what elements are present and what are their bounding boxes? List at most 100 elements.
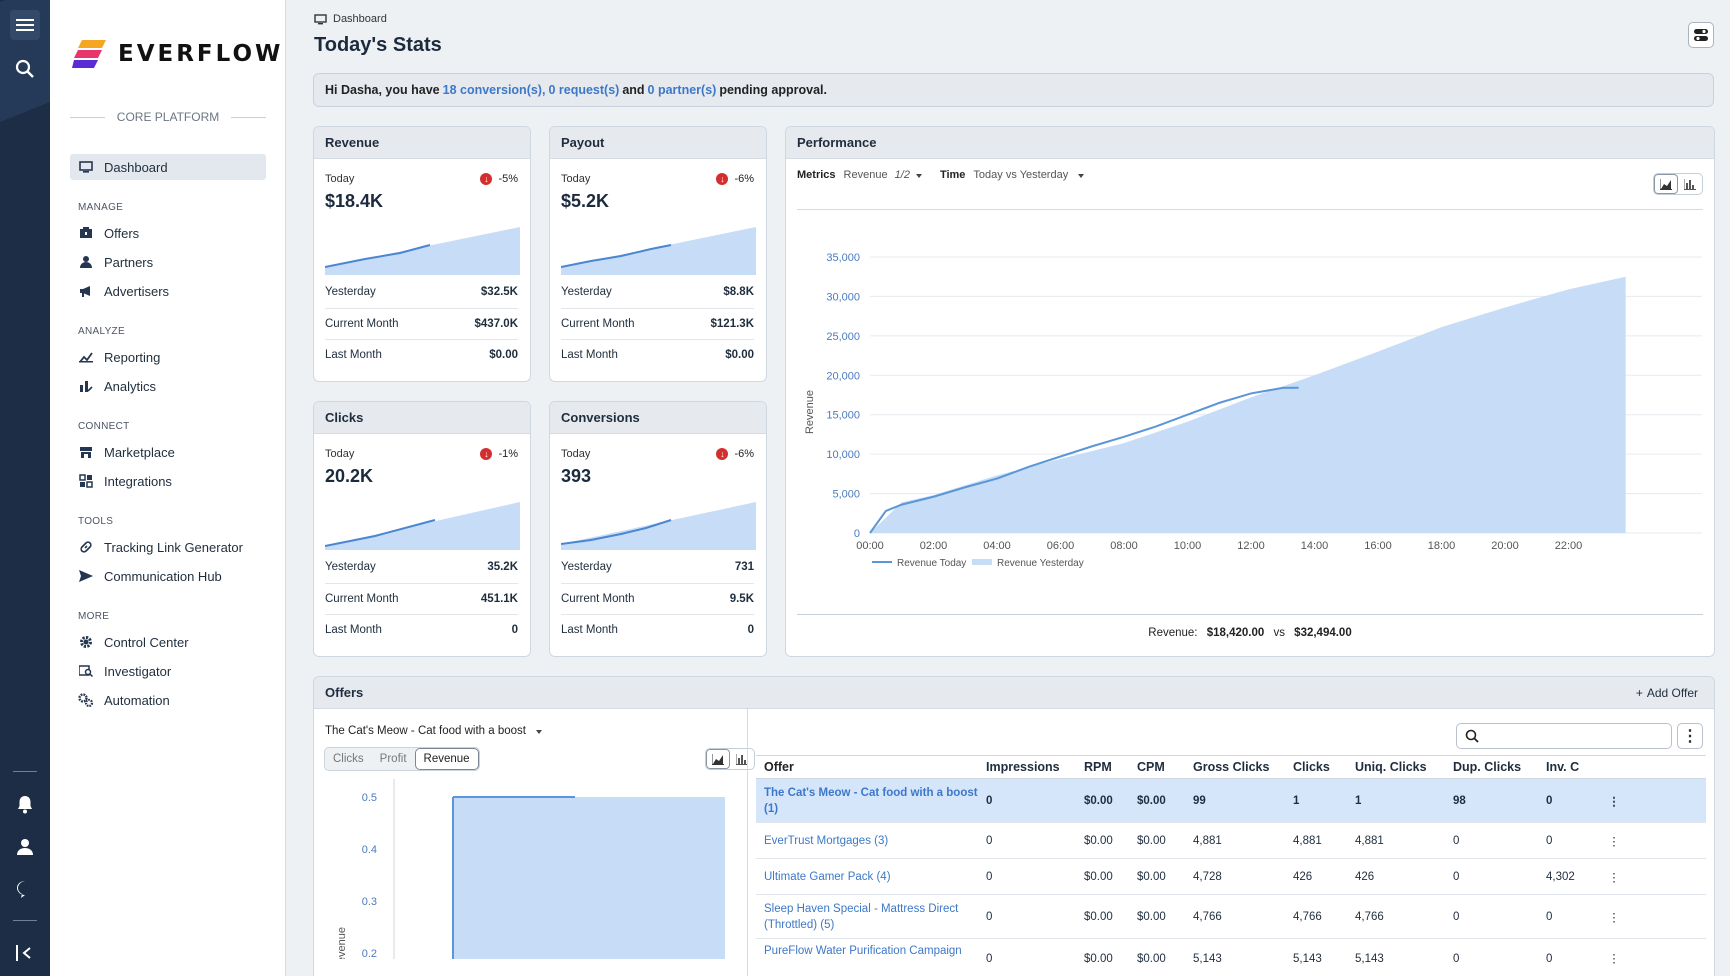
row-value: $0.00 <box>489 348 518 361</box>
legend-revenue-yesterday[interactable]: Revenue Yesterday <box>997 558 1084 569</box>
bar-chart-icon[interactable] <box>1678 174 1702 194</box>
toggle-icon <box>1694 29 1708 41</box>
cell: 4,728 <box>1193 870 1222 883</box>
row-menu-icon[interactable]: ⋮ <box>1608 795 1620 808</box>
add-offer-button[interactable]: + Add Offer <box>1636 686 1698 700</box>
row-value: 0 <box>511 623 518 636</box>
table-row[interactable]: Sleep Haven Special - Mattress Direct (T… <box>756 895 1706 939</box>
link-icon <box>78 540 94 554</box>
menu-icon[interactable] <box>10 10 40 40</box>
help-icon[interactable]: ? <box>10 874 40 904</box>
sidebar-item-dashboard[interactable]: Dashboard <box>70 154 266 180</box>
offer-select[interactable]: The Cat's Meow - Cat food with a boost <box>325 725 542 737</box>
tab-profit[interactable]: Profit <box>379 753 407 765</box>
table-row[interactable]: The Cat's Meow - Cat food with a boost (… <box>756 779 1706 823</box>
column-header[interactable]: Gross Clicks <box>1193 760 1270 774</box>
bar-chart-icon[interactable] <box>730 749 754 769</box>
nav-section-tools: TOOLS <box>78 516 114 527</box>
conversions-link[interactable]: 18 conversion(s), <box>442 83 546 97</box>
column-header[interactable]: RPM <box>1084 760 1112 774</box>
summary-vs: vs <box>1273 627 1285 639</box>
cell: 0 <box>986 910 993 923</box>
offer-name-link[interactable]: EverTrust Mortgages (3) <box>764 834 889 847</box>
sidebar-item-marketplace[interactable]: Marketplace <box>70 439 266 465</box>
offer-name-link[interactable]: Ultimate Gamer Pack (4) <box>764 870 891 883</box>
time-dropdown[interactable]: Today vs Yesterday <box>973 169 1085 181</box>
sidebar-item-analytics[interactable]: Analytics <box>70 373 266 399</box>
search-icon[interactable] <box>10 54 40 84</box>
sidebar-item-advertisers[interactable]: Advertisers <box>70 278 266 304</box>
clicks-sparkline <box>325 502 520 550</box>
sidebar-item-automation[interactable]: Automation <box>70 687 266 713</box>
y-tick-label: 0 <box>854 528 860 540</box>
x-tick-label: 08:00 <box>1110 540 1138 552</box>
legend-revenue-today[interactable]: Revenue Today <box>897 558 966 569</box>
sidebar-item-partners[interactable]: Partners <box>70 249 266 275</box>
card-title: Offers <box>325 685 364 700</box>
offer-name-link[interactable]: PureFlow Water Purification Campaign <box>764 945 962 957</box>
row-menu-icon[interactable]: ⋮ <box>1608 871 1620 884</box>
toggle-view-button[interactable] <box>1688 22 1714 48</box>
x-tick-label: 12:00 <box>1237 540 1265 552</box>
offers-card: Offers + Add Offer The Cat's Meow - Cat f… <box>313 676 1715 976</box>
sidebar-item-offers[interactable]: Offers <box>70 220 266 246</box>
column-header[interactable]: CPM <box>1137 760 1165 774</box>
offers-icon <box>78 227 94 239</box>
area-chart-icon[interactable] <box>1654 174 1678 194</box>
cell: 0 <box>1453 953 1460 965</box>
column-header[interactable]: Offer <box>764 760 794 774</box>
row-menu-icon[interactable]: ⋮ <box>1608 953 1620 965</box>
integrations-icon <box>78 474 94 488</box>
search-input[interactable] <box>1485 730 1665 742</box>
y-tick-label: 0.2 <box>362 948 377 959</box>
sidebar-item-tracking-link-generator[interactable]: Tracking Link Generator <box>70 534 266 560</box>
requests-link[interactable]: 0 request(s) <box>548 83 620 97</box>
more-options-button[interactable]: ⋮ <box>1677 723 1703 749</box>
column-header[interactable]: Inv. C <box>1546 760 1580 774</box>
tab-revenue[interactable]: Revenue <box>414 748 479 770</box>
collapse-icon[interactable] <box>10 938 40 968</box>
brand-logo[interactable]: EVERFLOW <box>72 38 283 70</box>
row-menu-icon[interactable]: ⋮ <box>1608 911 1620 924</box>
current-month-row: Current Month $437.0K <box>325 308 518 338</box>
x-tick-label: 00:00 <box>856 540 884 552</box>
performance-summary: Revenue: $18,420.00 vs $32,494.00 <box>786 627 1714 639</box>
nav-section-analyze: ANALYZE <box>78 326 125 337</box>
offer-chart-type-toggle <box>705 748 755 770</box>
add-offer-label: Add Offer <box>1646 685 1698 700</box>
sidebar-item-communication-hub[interactable]: Communication Hub <box>70 563 266 589</box>
row-menu-icon[interactable]: ⋮ <box>1608 835 1620 848</box>
cell: $0.00 <box>1084 870 1113 883</box>
area-chart-icon[interactable] <box>706 749 730 769</box>
user-icon[interactable] <box>10 832 40 862</box>
current-month-row: Current Month 9.5K <box>561 583 754 613</box>
row-label: Yesterday <box>325 286 376 298</box>
megaphone-icon <box>78 285 94 297</box>
table-row[interactable]: Ultimate Gamer Pack (4) 0 $0.00 $0.00 4,… <box>756 859 1706 895</box>
table-row[interactable]: PureFlow Water Purification Campaign 0 $… <box>756 939 1706 976</box>
sidebar-item-integrations[interactable]: Integrations <box>70 468 266 494</box>
table-row[interactable]: EverTrust Mortgages (3) 0 $0.00 $0.00 4,… <box>756 823 1706 859</box>
tab-clicks[interactable]: Clicks <box>333 753 364 765</box>
row-label: Current Month <box>561 592 635 605</box>
today-label: Today <box>561 448 591 460</box>
column-header[interactable]: Clicks <box>1293 760 1330 774</box>
metrics-dropdown[interactable]: Revenue 1/2 <box>844 169 922 181</box>
sidebar-item-control-center[interactable]: Control Center <box>70 629 266 655</box>
offer-name-link[interactable]: The Cat's Meow - Cat food with a boost (… <box>764 786 978 815</box>
column-header[interactable]: Dup. Clicks <box>1453 760 1522 774</box>
sidebar-item-investigator[interactable]: Investigator <box>70 658 266 684</box>
column-header[interactable]: Impressions <box>986 760 1060 774</box>
sidebar-item-label: Partners <box>104 254 154 270</box>
column-header[interactable]: Uniq. Clicks <box>1355 760 1427 774</box>
row-value: $8.8K <box>723 286 754 298</box>
sidebar-item-reporting[interactable]: Reporting <box>70 344 266 370</box>
partners-link[interactable]: 0 partner(s) <box>647 83 717 97</box>
offer-name-link[interactable]: Sleep Haven Special - Mattress Direct (T… <box>764 902 959 931</box>
x-tick-label: 22:00 <box>1555 540 1583 552</box>
bell-icon[interactable] <box>10 789 40 819</box>
search-box[interactable] <box>1456 723 1672 749</box>
y-tick-label: 5,000 <box>832 489 860 501</box>
nav-section-manage: MANAGE <box>78 202 124 213</box>
breadcrumb[interactable]: Dashboard <box>314 13 387 25</box>
